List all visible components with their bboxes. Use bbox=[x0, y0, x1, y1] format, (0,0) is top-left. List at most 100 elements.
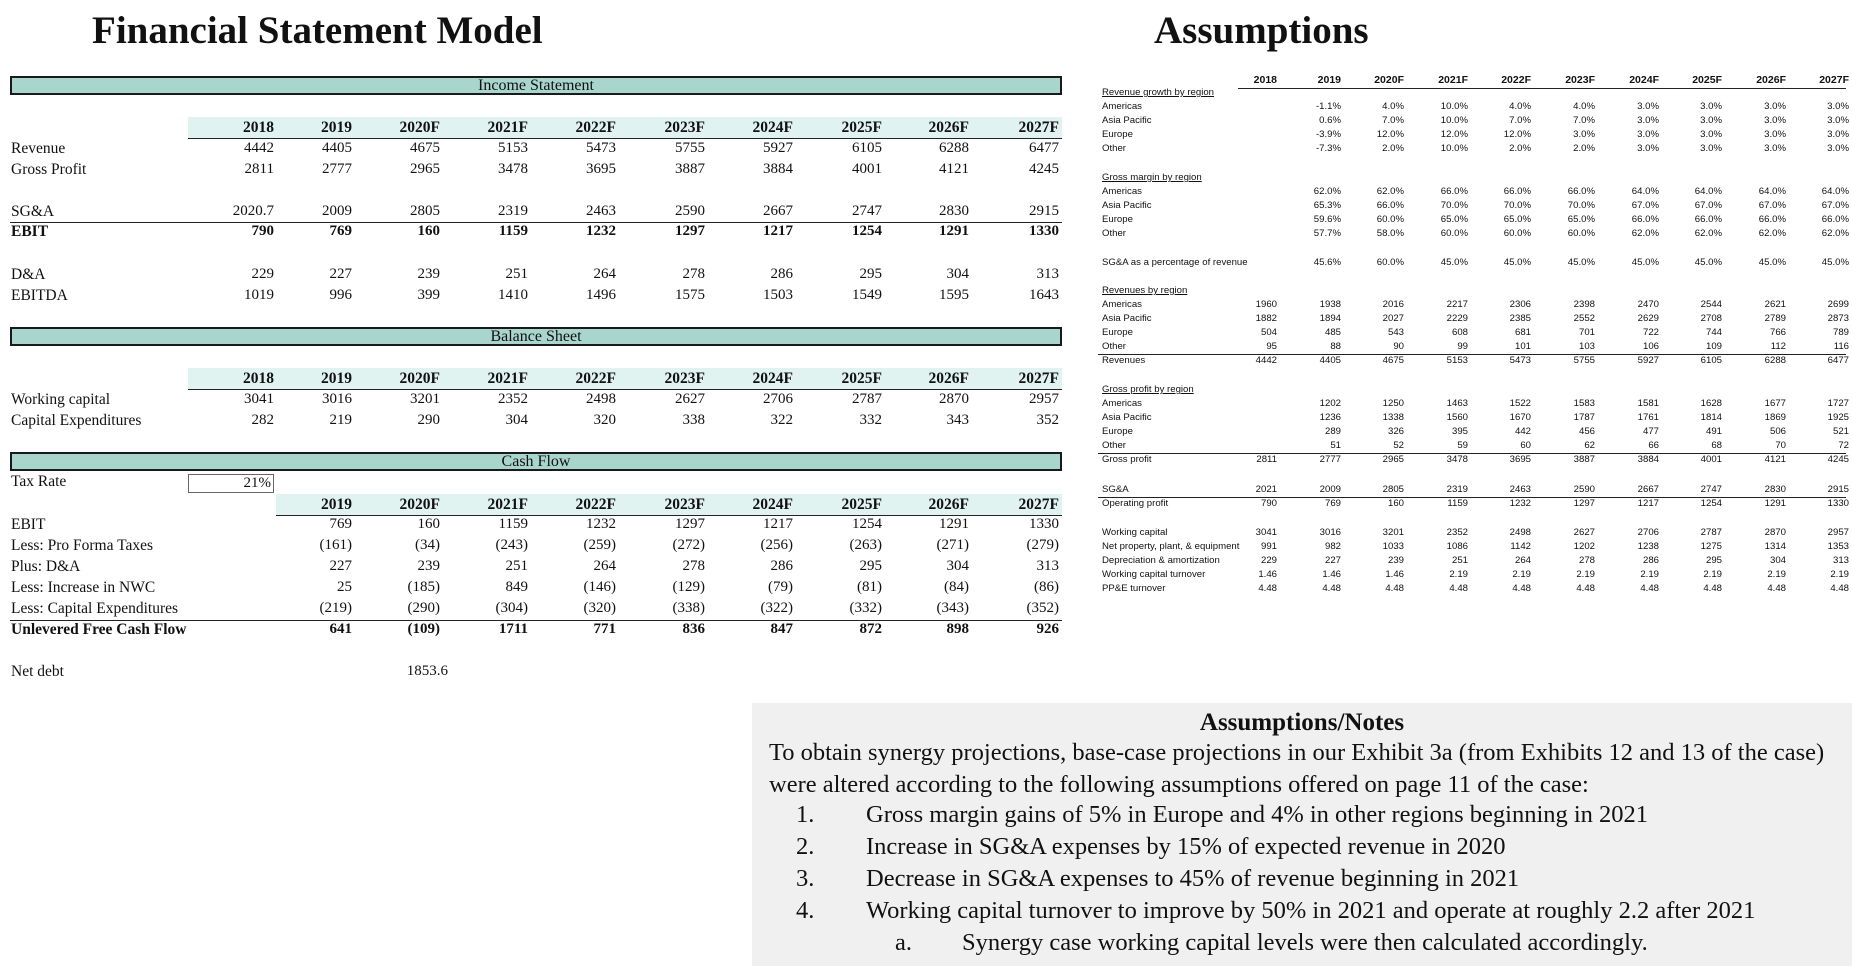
assumptions-cell: 1925 bbox=[1827, 412, 1849, 423]
assumptions-cell: 295 bbox=[1705, 555, 1722, 566]
assumptions-cell: -7.3% bbox=[1315, 143, 1341, 154]
income-cell: 4675 bbox=[410, 140, 440, 156]
balance-cell: 2957 bbox=[1029, 391, 1059, 407]
net-debt-value: 1853.6 bbox=[406, 663, 448, 679]
assumptions-cell: 4.48 bbox=[1640, 583, 1659, 594]
cashflow-year-header: 2021F bbox=[487, 496, 528, 513]
cashflow-cell: (320) bbox=[583, 600, 617, 616]
income-cell: 1503 bbox=[763, 287, 793, 303]
balance-year-header: 2019 bbox=[321, 370, 352, 387]
assumptions-year-header: 2025F bbox=[1692, 74, 1722, 86]
assumptions-cell: 1.46 bbox=[1258, 569, 1277, 580]
assumptions-cell: 4.48 bbox=[1258, 583, 1277, 594]
cashflow-cell: 872 bbox=[859, 621, 883, 637]
assumptions-cell: 3478 bbox=[1446, 454, 1468, 465]
income-cell: 6477 bbox=[1029, 140, 1059, 156]
assumptions-cell: 67.0% bbox=[1758, 200, 1786, 211]
income-cell: 313 bbox=[1036, 266, 1060, 282]
income-cell: 4245 bbox=[1029, 161, 1059, 177]
assumptions-cell: 59.6% bbox=[1313, 214, 1341, 225]
assumptions-cell: 1202 bbox=[1573, 541, 1595, 552]
assumptions-cell: 59 bbox=[1457, 440, 1468, 451]
assumptions-cell: 4.48 bbox=[1767, 583, 1786, 594]
assumptions-cell: 109 bbox=[1705, 341, 1722, 352]
cashflow-cell: (259) bbox=[583, 537, 617, 553]
assumptions-cell: 2498 bbox=[1509, 527, 1531, 538]
assumptions-cell: 3695 bbox=[1509, 454, 1531, 465]
assumptions-cell: 1670 bbox=[1509, 412, 1531, 423]
assumptions-cell: 2830 bbox=[1764, 484, 1786, 495]
income-cell: 2463 bbox=[586, 203, 616, 219]
notes-item-number: 3. bbox=[796, 865, 815, 892]
balance-cell: 2352 bbox=[498, 391, 528, 407]
income-cell: 229 bbox=[251, 266, 275, 282]
assumptions-cell: 2870 bbox=[1764, 527, 1786, 538]
assumptions-cell: 1275 bbox=[1700, 541, 1722, 552]
balance-cell: 322 bbox=[770, 412, 794, 428]
cashflow-cell: (338) bbox=[672, 600, 706, 616]
assumptions-cell: 2.0% bbox=[1382, 143, 1404, 154]
income-cell: 3478 bbox=[498, 161, 528, 177]
assumptions-cell: 62.0% bbox=[1694, 228, 1722, 239]
assumptions-cell: 2463 bbox=[1509, 484, 1531, 495]
assumptions-cell: 2667 bbox=[1637, 484, 1659, 495]
cashflow-cell: (263) bbox=[849, 537, 883, 553]
income-row-label: Revenue bbox=[11, 140, 66, 157]
notes-subitem-marker: a. bbox=[895, 929, 912, 956]
assumptions-cell: 60 bbox=[1520, 440, 1531, 451]
assumptions-row-label: Depreciation & amortization bbox=[1102, 555, 1220, 566]
cashflow-cell: 1217 bbox=[763, 516, 793, 532]
notes-item-text: Working capital turnover to improve by 5… bbox=[866, 897, 1756, 924]
assumptions-cell: 3016 bbox=[1319, 527, 1341, 538]
cashflow-cell: (304) bbox=[495, 600, 529, 616]
assumptions-cell: 1677 bbox=[1764, 398, 1786, 409]
assumptions-cell: 506 bbox=[1769, 426, 1786, 437]
income-cell: 2777 bbox=[322, 161, 352, 177]
assumptions-row-label: Working capital bbox=[1102, 527, 1168, 538]
income-cell: 2590 bbox=[675, 203, 705, 219]
assumptions-cell: 5473 bbox=[1509, 355, 1531, 366]
notes-item-number: 1. bbox=[796, 801, 815, 828]
assumptions-cell: 4.0% bbox=[1573, 101, 1595, 112]
cashflow-cell: 1254 bbox=[852, 516, 882, 532]
assumptions-row-label: Americas bbox=[1102, 299, 1142, 310]
cashflow-cell: 160 bbox=[417, 516, 441, 532]
cashflow-cell: 1330 bbox=[1029, 516, 1059, 532]
assumptions-year-header: 2022F bbox=[1501, 74, 1531, 86]
assumptions-cell: 1250 bbox=[1382, 398, 1404, 409]
assumptions-cell: 2699 bbox=[1827, 299, 1849, 310]
assumptions-cell: 45.0% bbox=[1440, 257, 1468, 268]
assumptions-cell: 7.0% bbox=[1382, 115, 1404, 126]
cashflow-cell: (81) bbox=[857, 579, 882, 595]
cashflow-cell: 278 bbox=[682, 558, 706, 574]
cashflow-cell: (146) bbox=[583, 579, 617, 595]
assumptions-cell: 3.0% bbox=[1827, 115, 1849, 126]
assumptions-cell: 4001 bbox=[1700, 454, 1722, 465]
assumptions-section-label: Revenues by region bbox=[1102, 285, 1188, 296]
cashflow-cell: 286 bbox=[770, 558, 794, 574]
income-cell: 5153 bbox=[498, 140, 528, 156]
balance-cell: 320 bbox=[593, 412, 617, 428]
assumptions-cell: 766 bbox=[1769, 327, 1786, 338]
cashflow-cell: 1232 bbox=[586, 516, 616, 532]
balance-year-header: 2022F bbox=[575, 370, 616, 387]
assumptions-cell: 62.0% bbox=[1631, 228, 1659, 239]
assumptions-row-label: PP&E turnover bbox=[1102, 583, 1166, 594]
assumptions-row-label: Asia Pacific bbox=[1102, 200, 1152, 211]
tax-rate-cell[interactable]: 21% bbox=[188, 474, 274, 493]
assumptions-cell: 3.0% bbox=[1700, 129, 1722, 140]
cashflow-cell: 227 bbox=[329, 558, 353, 574]
balance-years-band bbox=[188, 368, 1062, 390]
assumptions-cell: 485 bbox=[1324, 327, 1341, 338]
assumptions-cell: 0.6% bbox=[1319, 115, 1341, 126]
assumptions-cell: 3.0% bbox=[1764, 101, 1786, 112]
assumptions-cell: 4.48 bbox=[1703, 583, 1722, 594]
assumptions-row-label: Gross profit bbox=[1102, 454, 1152, 465]
assumptions-cell: 2590 bbox=[1573, 484, 1595, 495]
income-cell: 6288 bbox=[939, 140, 969, 156]
income-cell: 2020.7 bbox=[232, 203, 274, 219]
cashflow-cell: 1711 bbox=[498, 621, 528, 637]
income-year-header: 2023F bbox=[664, 119, 705, 136]
assumptions-cell: 701 bbox=[1578, 327, 1595, 338]
assumptions-cell: 1787 bbox=[1573, 412, 1595, 423]
